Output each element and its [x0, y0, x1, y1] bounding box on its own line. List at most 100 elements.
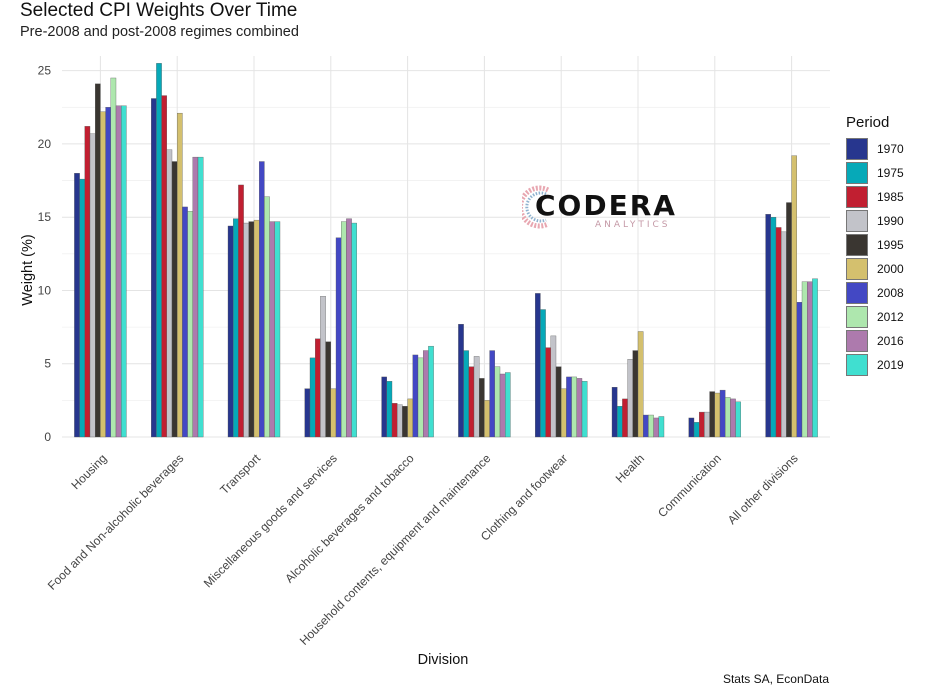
bar [341, 221, 347, 438]
bar [238, 184, 244, 438]
legend-swatch [846, 210, 868, 232]
bar [397, 404, 403, 438]
bar [161, 95, 167, 438]
bar [151, 98, 157, 438]
x-tick-label: All other divisions [725, 451, 801, 527]
bar [786, 202, 792, 438]
bar [540, 309, 546, 438]
y-tick-label: 0 [44, 430, 51, 444]
bar [79, 178, 85, 438]
bar [704, 411, 710, 438]
bar [274, 221, 281, 438]
codera-logo-text: CODERA [535, 189, 677, 222]
bar [807, 281, 813, 438]
bar [248, 221, 255, 438]
bar [473, 356, 480, 438]
bar [182, 206, 188, 438]
legend-label: 1975 [877, 166, 904, 180]
bar [227, 225, 234, 438]
bar [243, 222, 249, 438]
bar [259, 161, 265, 438]
x-tick-label: Communication [655, 451, 724, 520]
bar [423, 350, 429, 438]
y-tick-label: 5 [44, 357, 51, 371]
legend-item: 1970 [846, 137, 904, 161]
bar [791, 155, 797, 438]
bar [499, 373, 506, 438]
bar [330, 388, 337, 438]
bar [611, 387, 618, 438]
bar [479, 378, 485, 438]
y-axis: 0 5 10 15 20 25 [38, 64, 52, 444]
bar [632, 350, 639, 438]
bar [622, 398, 628, 438]
bar [627, 359, 633, 438]
bar [576, 378, 583, 438]
bar [796, 302, 803, 438]
bar [110, 77, 117, 438]
bar [304, 388, 311, 438]
bar [325, 341, 331, 438]
x-tick-label: Food and Non-alcoholic beverages [45, 451, 187, 593]
bar [775, 227, 782, 438]
bar [412, 354, 419, 438]
legend-item: 1990 [846, 209, 904, 233]
bar [494, 366, 501, 438]
bar [648, 414, 654, 438]
bar [484, 400, 490, 438]
legend-label: 2008 [877, 286, 904, 300]
codera-logo-mark-icon [522, 185, 550, 229]
legend-items: 1970 1975 1985 1990 1995 2000 2008 2012 2016 2019 [846, 137, 904, 377]
bar [269, 221, 275, 438]
bar [253, 219, 260, 438]
bar [402, 406, 408, 438]
bar [458, 323, 464, 438]
bar [407, 398, 413, 438]
legend-label: 2012 [877, 310, 904, 324]
bar [428, 345, 434, 438]
bar [637, 331, 644, 438]
bar-marks [74, 63, 818, 438]
bar [505, 372, 511, 438]
x-tick-label: Health [613, 451, 647, 485]
codera-logo-tagline: ANALYTICS [595, 220, 671, 230]
bar [658, 416, 665, 438]
bar [653, 417, 659, 438]
x-tick-label: Clothing and footwear [478, 451, 570, 543]
bar [801, 281, 808, 438]
x-axis-label: Division [418, 652, 469, 668]
bar [84, 126, 91, 438]
bar [535, 293, 541, 438]
legend-label: 1995 [877, 238, 904, 252]
x-tick-label: Transport [217, 451, 263, 497]
y-tick-label: 15 [38, 210, 52, 224]
legend-item: 1985 [846, 185, 904, 209]
bar [115, 105, 122, 438]
bar [463, 350, 469, 438]
legend-label: 2000 [877, 262, 904, 276]
legend-swatch [846, 234, 868, 256]
bar [725, 397, 731, 438]
legend-label: 1970 [877, 142, 904, 156]
bar [315, 338, 321, 438]
bar [197, 156, 204, 438]
bar [192, 156, 199, 438]
legend-item: 2012 [846, 305, 904, 329]
bar [386, 381, 393, 438]
bar [550, 335, 557, 438]
bar [95, 83, 101, 438]
bar [335, 237, 342, 438]
legend-swatch [846, 162, 868, 184]
bar [74, 173, 80, 438]
y-tick-label: 10 [38, 283, 52, 297]
legend-swatch [846, 258, 868, 280]
bar [264, 196, 270, 438]
bar [617, 406, 623, 438]
y-axis-label: Weight (%) [20, 234, 36, 305]
bar [177, 112, 183, 438]
bar [391, 403, 398, 438]
bar [709, 391, 715, 438]
bar [105, 107, 111, 438]
bar [561, 388, 567, 438]
